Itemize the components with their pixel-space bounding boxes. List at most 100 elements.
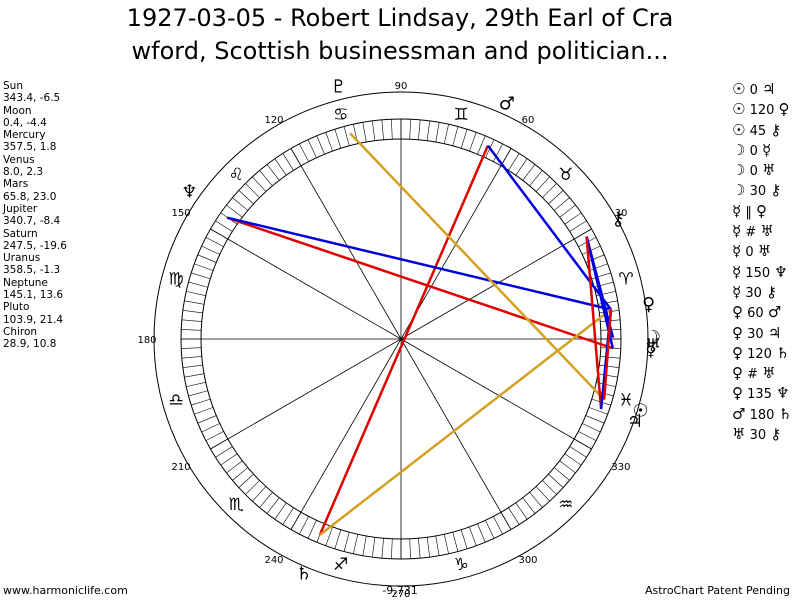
aspect-row: ☿ # ♅ [732, 222, 792, 242]
chart-title: 1927-03-05 - Robert Lindsay, 29th Earl o… [0, 2, 800, 68]
planet-name-uranus: Uranus [3, 252, 41, 265]
degree-tick [362, 535, 367, 556]
degree-tick [542, 183, 557, 198]
aspect-row: ☉ 45 ⚷ [732, 121, 792, 141]
degree-tick [299, 143, 309, 162]
zodiac-sign-glyph: ♋ [333, 105, 348, 125]
aspect-glyph-1: ☉ [732, 100, 746, 119]
aspect-glyph-1: ☽ [732, 181, 746, 200]
planet-coords-neptune: 145.1, 13.6 [3, 289, 64, 302]
degree-tick [191, 272, 211, 280]
aspect-glyph-1: ☉ [732, 120, 746, 139]
degree-label: 270 [391, 589, 410, 600]
planet-glyph-moon: ☽ [645, 327, 661, 348]
degree-tick [564, 212, 582, 225]
aspect-glyph-2: ♆ [774, 262, 788, 281]
degree-tick [181, 347, 202, 349]
aspect-glyph-2: ♅ [762, 161, 776, 180]
aspect-row: ♀ # ♅ [732, 364, 792, 384]
planet-name-sun: Sun [3, 80, 23, 92]
degree-tick [381, 119, 384, 140]
aspect-value: # [741, 225, 761, 241]
degree-tick [559, 204, 576, 218]
planet-name-pluto: Pluto [3, 301, 30, 314]
aspect-row: ☉ 0 ♃ [732, 80, 792, 100]
degree-tick [186, 381, 206, 387]
degree-tick [274, 158, 287, 176]
degree-tick [477, 135, 486, 155]
aspect-row: ☉ 120 ♀ [732, 100, 792, 120]
planet-glyph-mars: ♂ [499, 94, 515, 115]
degree-tick [371, 120, 376, 141]
degree-tick [266, 164, 280, 181]
aspect-glyph-1: ♀ [732, 323, 743, 342]
aspect-line [349, 132, 606, 401]
degree-tick [307, 139, 317, 158]
degree-tick [554, 197, 570, 211]
website-footer[interactable]: www.harmoniclife.com [3, 584, 128, 597]
degree-tick [266, 497, 280, 514]
degree-tick [282, 507, 294, 525]
degree-tick [343, 532, 350, 552]
degree-tick [201, 423, 220, 433]
degree-tick [252, 486, 267, 502]
patent-notice: AstroChart Patent Pending [644, 584, 790, 597]
degree-tick [381, 538, 384, 559]
aspect-line [318, 145, 490, 536]
aspect-glyph-2: ♂ [767, 303, 782, 322]
degree-tick [588, 263, 608, 271]
degree-tick [460, 129, 468, 149]
zodiac-sign-glyph: ♉ [558, 165, 573, 185]
degree-tick [181, 356, 202, 359]
planet-coords-mercury: 357.5, 1.8 [3, 141, 57, 154]
aspect-row: ♂ 180 ♄ [732, 405, 792, 425]
planet-coords-moon: 0.4, -4.4 [3, 116, 47, 129]
degree-tick [334, 129, 342, 149]
degree-tick [181, 319, 202, 322]
aspect-glyph-2: ⚷ [770, 181, 782, 200]
degree-tick [469, 526, 477, 546]
degree-label: 60 [522, 115, 535, 126]
planet-glyph-pluto: ♇ [330, 77, 346, 98]
degree-tick [529, 170, 543, 186]
planet-coords-pluto: 103.9, 21.4 [3, 313, 64, 326]
degree-tick [535, 486, 550, 502]
aspect-value: 135 [743, 387, 777, 403]
aspect-glyph-2: ♀ [778, 100, 790, 119]
degree-tick [210, 438, 228, 450]
planet-coords-mars: 65.8, 23.0 [3, 190, 57, 203]
planet-glyph-saturn: ♄ [296, 564, 312, 585]
aspect-glyph-1: ♅ [732, 425, 746, 444]
aspect-glyph-2: ♀ [755, 201, 767, 220]
planet-coords-saturn: 247.5, -19.6 [3, 239, 67, 252]
degree-tick [215, 220, 233, 232]
zodiac-sign-glyph: ♐ [333, 555, 348, 575]
outer-ring [153, 91, 649, 587]
aspect-glyph-1: ♀ [732, 364, 743, 383]
aspect-row: ☽ 0 ♅ [732, 161, 792, 181]
score-value: -9,731 [382, 584, 418, 597]
aspect-glyph-1: ♂ [732, 404, 746, 423]
planet-coords-jupiter: 340.7, -8.4 [3, 215, 61, 228]
degree-tick [194, 407, 214, 415]
degree-tick [469, 132, 477, 152]
degree-tick [588, 407, 608, 415]
degree-tick [371, 537, 376, 558]
aspect-glyph-1: ♀ [732, 303, 743, 322]
degree-tick [334, 529, 342, 549]
planet-glyph-venus: ♀ [642, 294, 655, 315]
aspect-row: ♀ 60 ♂ [732, 303, 792, 323]
degree-tick [599, 364, 620, 369]
aspect-value: 30 [741, 285, 767, 301]
aspect-row: ♀ 30 ♃ [732, 324, 792, 344]
planet-name-jupiter: Jupiter [3, 202, 38, 215]
aspect-glyph-1: ♀ [732, 384, 743, 403]
degree-tick [529, 492, 543, 508]
degree-tick [500, 148, 512, 166]
zodiac-sign-glyph: ♒ [558, 495, 573, 515]
degree-tick [307, 520, 317, 539]
degree-tick [205, 237, 224, 247]
aspect-row: ♀ 120 ♄ [732, 344, 792, 364]
sign-spoke [400, 338, 512, 530]
